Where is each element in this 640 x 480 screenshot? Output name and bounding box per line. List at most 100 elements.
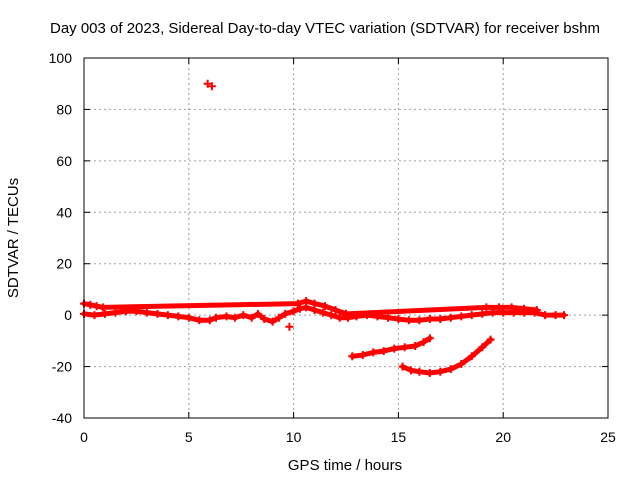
data-point [532,306,541,314]
data-point [559,311,568,320]
data-point [499,308,508,317]
data-point [321,302,330,311]
data-point [247,313,256,322]
chart-title: Day 003 of 2023, Sidereal Day-to-day VTE… [50,20,600,37]
data-point [153,309,162,318]
data-point [495,303,504,312]
data-point [425,334,434,343]
x-tick-label: 0 [80,429,88,445]
y-tick-label: -40 [52,410,72,426]
series-lower-arc-A [348,334,434,361]
data-point [90,311,99,320]
data-point [268,317,277,326]
x-tick-label: 25 [600,429,616,445]
series-outliers [203,79,294,331]
data-point [482,303,491,312]
data-point [281,309,290,318]
data-point [457,360,466,368]
data-point [379,347,388,356]
data-point [230,313,239,322]
data-point [446,313,455,322]
data-point [111,308,120,317]
plot-frame [83,57,609,419]
data-point [406,366,415,375]
data-point [369,348,378,357]
data-point [348,352,357,361]
series-trace [349,335,433,359]
ticks: 0 5 10 15 20 25 -40 -20 0 20 40 60 80 100 [49,50,616,445]
data-point [253,309,262,318]
data-point [92,302,101,311]
data-point [478,343,487,352]
data-point [400,343,409,352]
data-point [318,308,327,317]
data-point [174,312,183,321]
y-tick-label: 60 [56,153,72,169]
data-point [390,344,399,353]
data-point [520,304,529,313]
series-trace [81,304,567,325]
y-tick-label: 100 [49,50,73,66]
data-point [163,311,172,320]
x-tick-label: 15 [391,429,407,445]
data-point [293,299,302,308]
data-point [212,313,221,322]
series-trace [400,337,494,376]
data-point [327,311,336,320]
data-point [289,307,298,316]
data-point [205,316,214,325]
data-marks [80,79,568,377]
data-point [274,313,283,322]
data-point [398,362,407,371]
data-point [425,315,434,323]
data-point [457,312,466,321]
data-point [415,316,424,325]
data-point [100,309,109,318]
data-point [436,367,445,376]
data-point [310,299,319,308]
data-point [260,315,269,323]
y-tick-label: 40 [56,204,72,220]
y-tick-label: -20 [52,359,72,375]
data-point [195,316,204,325]
data-point [404,316,413,325]
data-point [486,335,495,344]
data-point [541,311,550,320]
data-point [302,297,311,305]
data-point [419,338,428,347]
data-point [342,309,350,318]
data-point [425,369,434,377]
series-lower-arc-B [398,335,495,377]
data-point [436,315,445,323]
data-point [358,351,367,359]
data-point [415,367,424,376]
data-point [467,352,476,361]
x-axis-label: GPS time / hours [288,457,402,474]
data-point [411,342,420,350]
data-point [98,303,107,312]
y-tick-label: 80 [56,101,72,117]
data-point [207,82,216,91]
data-point [203,79,212,88]
y-tick-label: 20 [56,256,72,272]
data-point [446,365,455,374]
grid [84,58,608,418]
data-point [394,315,403,323]
data-point [239,311,248,320]
data-point [507,303,516,312]
data-point [285,322,294,331]
x-tick-label: 5 [185,429,193,445]
data-point [488,308,497,317]
x-tick-label: 10 [286,429,302,445]
data-point [331,306,340,314]
data-point [335,313,344,322]
data-point [478,309,487,318]
y-tick-label: 0 [64,307,72,323]
data-point [551,311,560,320]
data-point [142,308,151,317]
data-point [295,304,304,313]
x-tick-label: 20 [495,429,511,445]
data-point [222,312,231,321]
y-axis-label: SDTVAR / TECUs [5,178,22,298]
